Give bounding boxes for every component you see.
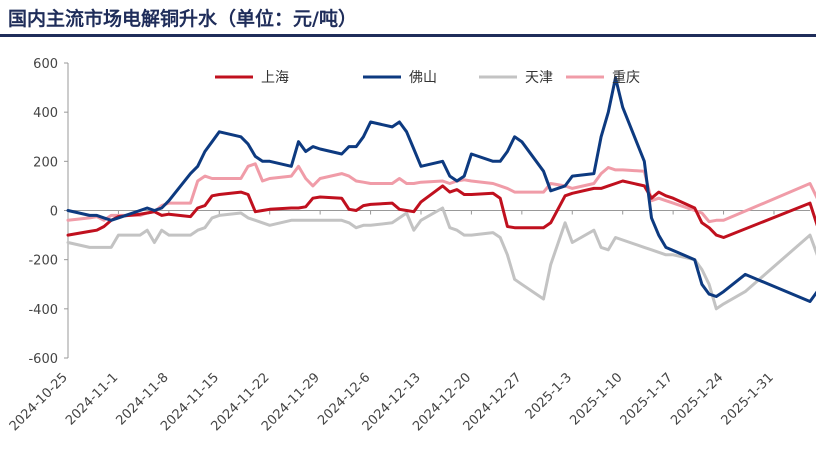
x-tick-label: 2025-1-10 <box>567 370 625 428</box>
x-tick-label: 2025-1-31 <box>719 370 777 428</box>
y-tick-label: 0 <box>50 205 58 220</box>
title-underline <box>0 34 816 37</box>
x-tick-label: 2025-1-17 <box>618 370 676 428</box>
legend-label: 天津 <box>525 70 553 86</box>
y-tick-label: 600 <box>33 57 58 72</box>
y-tick-label: -600 <box>28 352 58 367</box>
y-tick-label: 400 <box>33 106 58 121</box>
x-tick-label: 2024-11-1 <box>63 370 121 428</box>
series-line-2 <box>66 206 816 311</box>
legend-label: 佛山 <box>409 70 437 86</box>
legend-label: 重庆 <box>612 70 640 86</box>
x-tick-label: 2024-10-25 <box>7 370 71 434</box>
series-line-0 <box>66 179 816 239</box>
y-tick-label: -200 <box>28 254 58 269</box>
series-line-3 <box>66 162 816 224</box>
x-tick-label: 2025-1-24 <box>668 370 726 428</box>
chart-title: 国内主流市场电解铜升水（单位：元/吨） <box>8 8 357 30</box>
x-tick-label: 2025-1-3 <box>523 370 575 422</box>
legend-label: 上海 <box>261 70 289 86</box>
y-tick-label: 200 <box>33 155 58 170</box>
series-line-1 <box>66 76 816 303</box>
y-tick-label: -400 <box>28 303 58 318</box>
